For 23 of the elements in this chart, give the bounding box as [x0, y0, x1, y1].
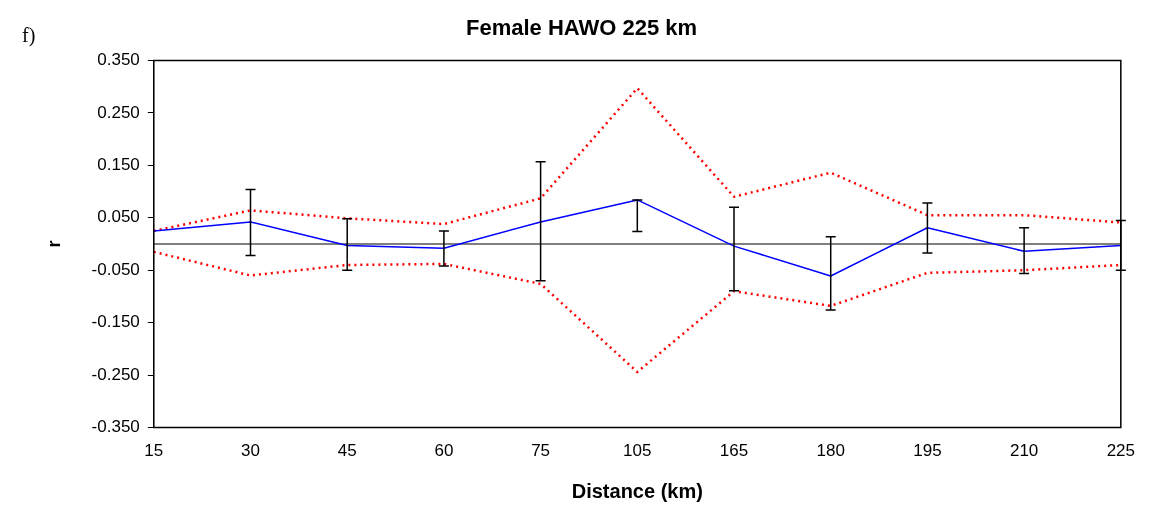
- x-tick-label: 180: [816, 441, 845, 461]
- x-tick-label: 225: [1106, 441, 1136, 461]
- text: f): [22, 24, 36, 48]
- x-tick-label: 15: [144, 441, 164, 461]
- x-tick-label: 60: [434, 441, 454, 461]
- chart-title: Female HAWO 225 km: [465, 15, 698, 41]
- x-tick-label: 75: [531, 441, 551, 461]
- x-tick-label: 165: [719, 441, 749, 461]
- x-tick-label: 195: [913, 441, 942, 461]
- x-tick-label: 105: [623, 441, 652, 461]
- y-tick-label: -0.150: [91, 312, 140, 332]
- y-tick-label: -0.050: [91, 259, 140, 279]
- x-tick-label: 210: [1009, 441, 1039, 461]
- y-tick-label: 0.150: [97, 155, 140, 174]
- y-tick-label: -0.350: [91, 417, 140, 437]
- y-tick-label: 0.350: [97, 50, 140, 70]
- x-tick-label: 45: [337, 441, 357, 461]
- y-tick-label: 0.050: [97, 207, 140, 227]
- y-tick-label: -0.250: [91, 364, 140, 384]
- y-axis-title: r: [43, 240, 64, 248]
- x-axis-title: Distance (km): [571, 479, 703, 502]
- x-tick-label: 30: [241, 441, 260, 461]
- y-tick-label: 0.250: [97, 102, 140, 122]
